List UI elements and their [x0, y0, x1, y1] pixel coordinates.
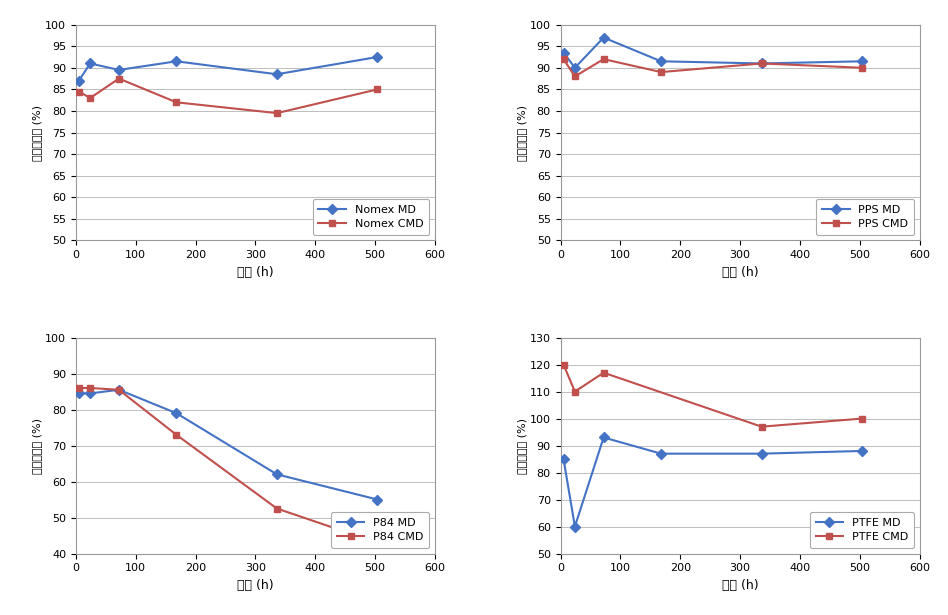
P84 CMD: [113, 386, 124, 394]
PPS MD: [756, 60, 767, 67]
Nomex MD: [113, 66, 124, 74]
P84 CMD: [84, 384, 96, 392]
P84 CMD: [73, 384, 84, 392]
Nomex CMD: [372, 85, 383, 93]
Nomex MD: [271, 71, 283, 78]
X-axis label: 시간 (h): 시간 (h): [721, 579, 758, 592]
Nomex CMD: [113, 75, 124, 82]
PPS CMD: [655, 68, 666, 76]
P84 CMD: [372, 539, 383, 546]
PTFE MD: [655, 450, 666, 458]
Line: P84 CMD: P84 CMD: [75, 384, 381, 546]
PPS CMD: [557, 55, 569, 63]
Nomex CMD: [73, 88, 84, 95]
PTFE CMD: [856, 415, 867, 423]
X-axis label: 시간 (h): 시간 (h): [237, 266, 274, 279]
PTFE CMD: [557, 361, 569, 368]
Line: PTFE MD: PTFE MD: [560, 434, 866, 530]
PTFE CMD: [598, 369, 610, 376]
Y-axis label: 강도보유율 (%): 강도보유율 (%): [32, 418, 43, 474]
P84 MD: [113, 386, 124, 394]
Line: Nomex MD: Nomex MD: [75, 54, 381, 84]
P84 MD: [271, 470, 283, 478]
Legend: P84 MD, P84 CMD: P84 MD, P84 CMD: [331, 512, 429, 548]
Nomex CMD: [84, 94, 96, 101]
X-axis label: 시간 (h): 시간 (h): [721, 266, 758, 279]
P84 CMD: [271, 505, 283, 512]
Legend: PPS MD, PPS CMD: PPS MD, PPS CMD: [816, 199, 914, 235]
PPS MD: [655, 58, 666, 65]
P84 MD: [84, 390, 96, 397]
X-axis label: 시간 (h): 시간 (h): [237, 579, 274, 592]
P84 MD: [73, 390, 84, 397]
Line: P84 MD: P84 MD: [75, 386, 381, 503]
Line: PPS MD: PPS MD: [560, 34, 866, 71]
Line: Nomex CMD: Nomex CMD: [75, 75, 381, 117]
Nomex MD: [171, 58, 182, 65]
PPS MD: [557, 49, 569, 57]
Nomex MD: [73, 77, 84, 84]
Line: PPS CMD: PPS CMD: [560, 56, 866, 80]
PTFE MD: [557, 455, 569, 462]
P84 MD: [171, 410, 182, 417]
PTFE CMD: [569, 388, 580, 395]
Nomex CMD: [171, 98, 182, 106]
P84 MD: [372, 496, 383, 503]
PTFE MD: [756, 450, 767, 458]
PTFE CMD: [756, 423, 767, 430]
PPS CMD: [569, 73, 580, 80]
P84 CMD: [171, 431, 182, 438]
Nomex CMD: [271, 109, 283, 117]
Nomex MD: [372, 54, 383, 61]
Y-axis label: 강도보유율 (%): 강도보유율 (%): [517, 418, 527, 474]
Nomex MD: [84, 60, 96, 67]
Y-axis label: 강도보유율 (%): 강도보유율 (%): [517, 105, 527, 161]
PTFE MD: [856, 447, 867, 454]
PPS MD: [598, 34, 610, 41]
PPS MD: [856, 58, 867, 65]
Y-axis label: 강도보유율 (%): 강도보유율 (%): [32, 105, 43, 161]
PPS MD: [569, 64, 580, 71]
Line: PTFE CMD: PTFE CMD: [560, 361, 866, 430]
Legend: PTFE MD, PTFE CMD: PTFE MD, PTFE CMD: [810, 512, 914, 548]
PPS CMD: [598, 55, 610, 63]
PTFE MD: [598, 434, 610, 441]
PTFE MD: [569, 523, 580, 530]
PPS CMD: [856, 64, 867, 71]
Legend: Nomex MD, Nomex CMD: Nomex MD, Nomex CMD: [313, 199, 429, 235]
PPS CMD: [756, 60, 767, 67]
